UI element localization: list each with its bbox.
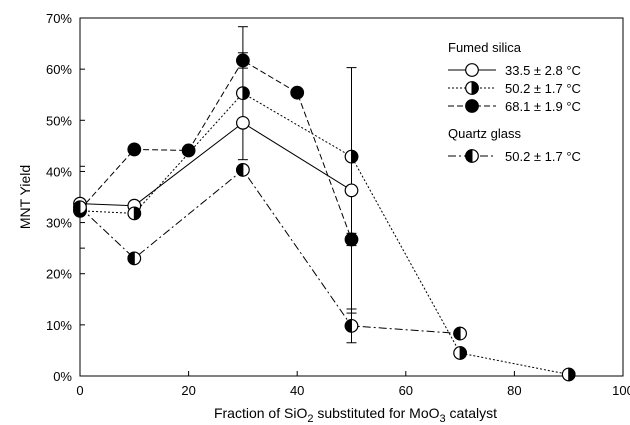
x-axis-title-subscript: 2	[307, 413, 313, 425]
data-point	[73, 200, 87, 215]
marker-half-fill	[568, 367, 576, 382]
x-axis-title-part: Fraction of SiO	[214, 405, 307, 421]
data-point	[344, 232, 359, 247]
y-tick-label: 30%	[46, 216, 72, 231]
legend-marker	[465, 63, 479, 77]
marker-half-fill	[127, 251, 135, 266]
x-axis-title-part: catalyst	[446, 405, 497, 421]
axis-labels: 0% 10% 20% 30% 40% 50% 60% 70% 0 20 40 60 80 100 MNT Y…	[17, 11, 630, 425]
data-point	[235, 115, 250, 130]
series-2	[80, 52, 357, 247]
marker-half-fill	[453, 326, 461, 341]
marker-half-fill	[344, 319, 352, 333]
legend-label: 50.2 ± 1.7 °C	[505, 81, 581, 96]
series-1	[80, 26, 569, 375]
data-point	[344, 149, 359, 164]
x-axis-title-part: substituted for MoO	[313, 405, 439, 421]
y-tick-label: 70%	[46, 11, 72, 26]
y-tick-label: 20%	[46, 267, 72, 282]
x-axis-title: Fraction of SiO2 substituted for MoO3 ca…	[214, 405, 497, 425]
marker-half-fill	[351, 149, 359, 164]
x-axis-title-subscript: 3	[440, 413, 446, 425]
data-point	[181, 143, 196, 158]
y-tick-label: 10%	[46, 318, 72, 333]
data-point	[290, 85, 305, 100]
series-layer	[73, 26, 576, 382]
marker-half-fill	[133, 206, 142, 221]
y-tick-label: 0%	[53, 369, 72, 384]
data-point	[453, 326, 468, 341]
series-line	[80, 122, 352, 207]
marker-half-fill	[471, 81, 479, 95]
data-point	[561, 367, 576, 382]
data-point	[344, 183, 359, 198]
legend-label: 68.1 ± 1.9 °C	[505, 99, 581, 114]
data-point	[127, 251, 142, 266]
marker-half-fill	[73, 200, 81, 215]
x-tick-label: 60	[399, 383, 413, 398]
series-line	[80, 92, 569, 375]
y-axis-title: MNT Yield	[17, 165, 33, 229]
series-line	[80, 59, 352, 240]
x-tick-label: 80	[507, 383, 521, 398]
marker-half-fill	[459, 346, 467, 360]
data-point	[127, 206, 142, 221]
legend-marker	[465, 149, 479, 163]
marker-filled	[235, 53, 250, 68]
marker-filled	[465, 99, 479, 113]
marker-open	[235, 115, 250, 130]
y-tick-label: 60%	[46, 62, 72, 77]
marker-filled	[127, 142, 142, 157]
marker-half-fill	[465, 149, 473, 163]
legend-marker	[465, 81, 479, 95]
data-point	[344, 318, 359, 333]
legend-group-title: Quartz glass	[448, 126, 521, 141]
marker-half-fill	[236, 163, 244, 177]
marker-filled	[290, 85, 305, 100]
y-tick-label: 50%	[46, 113, 72, 128]
y-tick-label: 40%	[46, 164, 72, 179]
data-point	[235, 162, 250, 177]
legend-label: 33.5 ± 2.8 °C	[505, 63, 581, 78]
data-point	[127, 142, 142, 157]
legend: Fumed silica 33.5 ± 2.8 °C 50.2 ± 1.7 °C 68…	[448, 40, 581, 164]
data-point	[235, 53, 250, 68]
x-tick-label: 0	[76, 383, 83, 398]
marker-filled	[181, 143, 196, 158]
marker-open	[344, 183, 359, 198]
x-tick-label: 20	[181, 383, 195, 398]
x-tick-label: 100	[612, 383, 630, 398]
data-point	[235, 86, 250, 101]
legend-label: 50.2 ± 1.7 °C	[505, 149, 581, 164]
x-tick-label: 40	[290, 383, 304, 398]
series-line	[80, 169, 461, 335]
data-point	[453, 346, 468, 360]
legend-marker	[465, 99, 479, 113]
marker-half-fill	[242, 86, 250, 100]
marker-filled	[344, 232, 359, 247]
legend-group-title: Fumed silica	[448, 40, 522, 55]
marker-open	[465, 63, 479, 77]
